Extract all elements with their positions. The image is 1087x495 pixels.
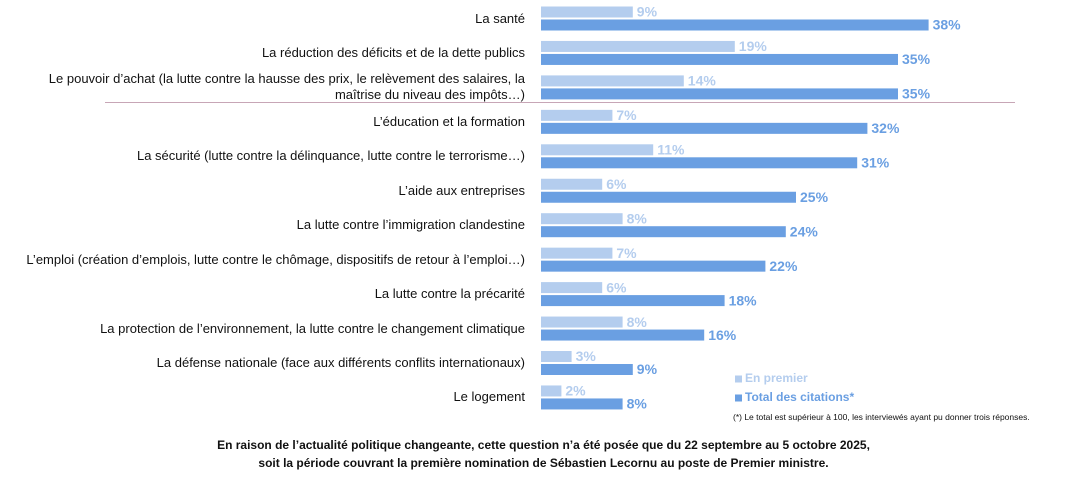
value-label: 11% — [657, 142, 685, 158]
bar — [541, 144, 654, 156]
value-label: 9% — [637, 361, 658, 377]
value-label: 8% — [627, 396, 648, 412]
category-label: Le logement — [453, 389, 525, 405]
bar — [541, 385, 562, 397]
value-label: 24% — [790, 223, 819, 239]
category-label: La santé — [475, 10, 525, 26]
bar — [541, 213, 623, 225]
value-label: 19% — [739, 38, 768, 54]
legend-swatch — [735, 375, 742, 383]
legend-swatch — [735, 394, 742, 402]
bar — [541, 75, 684, 87]
bar — [541, 109, 613, 121]
legend-label: En premier — [745, 371, 808, 385]
value-label: 16% — [708, 327, 737, 343]
value-label: 18% — [729, 292, 758, 308]
category-label: L’emploi (création d’emplois, lutte cont… — [26, 251, 525, 267]
bar — [541, 191, 796, 203]
value-label: 8% — [627, 314, 648, 330]
bar — [541, 351, 572, 362]
value-label: 38% — [933, 17, 962, 33]
bar — [541, 88, 898, 100]
bar — [541, 398, 623, 410]
bar — [541, 282, 603, 294]
bar — [541, 19, 929, 31]
category-label: La lutte contre la précarité — [374, 286, 525, 302]
bar — [541, 226, 786, 238]
bar — [541, 122, 868, 134]
category-label: La défense nationale (face aux différent… — [156, 355, 525, 370]
value-label: 22% — [769, 258, 798, 274]
bar — [541, 295, 725, 307]
caption: En raison de l’actualité politique chang… — [217, 438, 870, 452]
footnote: (*) Le total est supérieur à 100, les in… — [733, 412, 1030, 422]
bar — [541, 157, 858, 169]
bar — [541, 178, 603, 190]
value-label: 3% — [576, 348, 597, 364]
category-label: La réduction des déficits et de la dette… — [261, 44, 525, 60]
bar — [541, 6, 633, 18]
category-label: La lutte contre l’immigration clandestin… — [296, 217, 525, 233]
value-label: 9% — [637, 4, 658, 20]
value-label: 8% — [627, 210, 648, 226]
value-label: 35% — [902, 86, 931, 102]
bar — [541, 329, 705, 341]
bar — [541, 53, 898, 65]
value-label: 32% — [871, 120, 900, 136]
bar — [541, 247, 613, 259]
bar — [541, 316, 623, 328]
value-label: 14% — [688, 73, 717, 89]
value-label: 7% — [616, 107, 637, 123]
category-label: La protection de l’environnement, la lut… — [100, 320, 525, 336]
legend-label: Total des citations* — [745, 390, 854, 404]
bar — [541, 260, 766, 272]
category-label: L’aide aux entreprises — [398, 182, 525, 198]
value-label: 25% — [800, 189, 829, 205]
caption: soit la période couvrant la première nom… — [258, 456, 829, 470]
category-label: Le pouvoir d’achat (la lutte contre la h… — [48, 71, 525, 103]
value-label: 2% — [565, 383, 586, 399]
value-label: 6% — [606, 279, 627, 295]
bar — [541, 364, 633, 375]
category-label: La sécurité (lutte contre la délinquance… — [136, 148, 525, 164]
bar — [541, 40, 735, 52]
value-label: 31% — [861, 155, 890, 171]
value-label: 35% — [902, 51, 931, 67]
category-label: L’éducation et la formation — [373, 113, 525, 129]
value-label: 6% — [606, 176, 627, 192]
value-label: 7% — [616, 245, 637, 261]
